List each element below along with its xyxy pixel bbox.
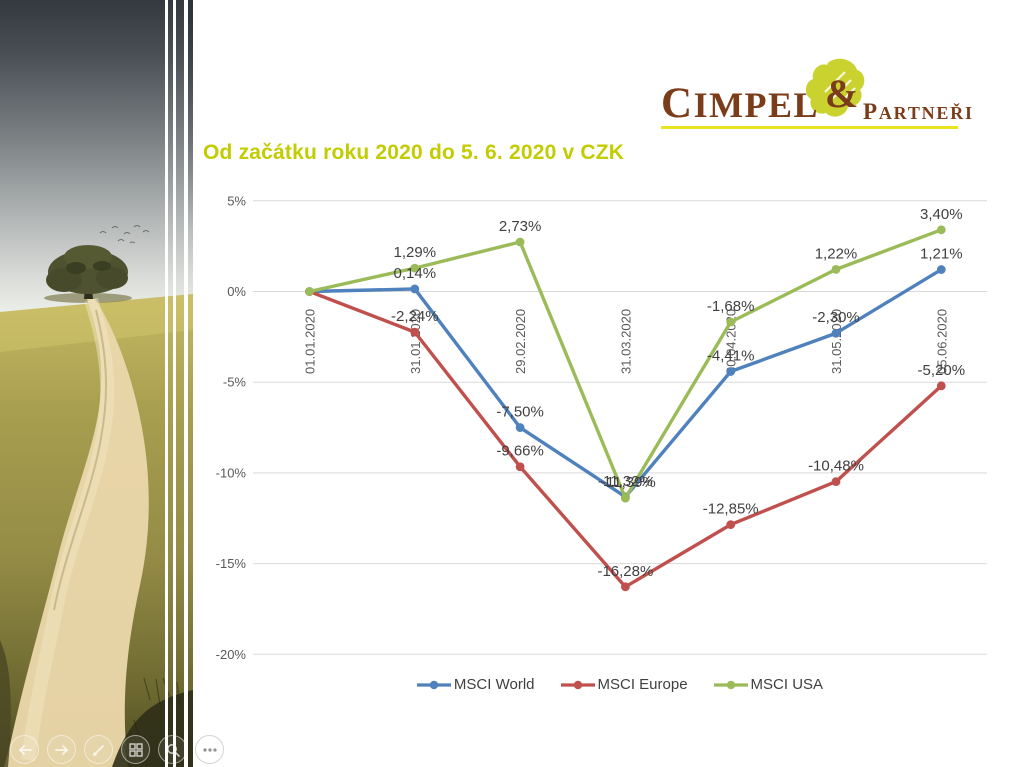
data-point-msci-world bbox=[726, 367, 736, 376]
data-point-msci-europe bbox=[410, 327, 420, 337]
data-point-msci-europe bbox=[621, 582, 630, 592]
data-label: 1,21% bbox=[920, 246, 963, 263]
x-axis-label: 29.02.2020 bbox=[513, 309, 528, 374]
background-photo bbox=[0, 0, 193, 767]
data-label: -9,66% bbox=[496, 443, 544, 460]
data-point-msci-usa bbox=[831, 264, 841, 274]
chart-legend: MSCI World MSCI Europe MSCI USA bbox=[253, 676, 987, 693]
data-label: 0,14% bbox=[394, 265, 437, 282]
data-label: -7,50% bbox=[496, 404, 544, 421]
data-label: -10,48% bbox=[808, 458, 864, 475]
data-label: -1,68% bbox=[707, 298, 755, 315]
y-axis-tick-label: 5% bbox=[227, 193, 246, 208]
edge-vignette bbox=[186, 0, 193, 230]
logo-underline bbox=[661, 126, 958, 129]
data-point-msci-europe bbox=[515, 462, 525, 472]
data-label: 1,29% bbox=[394, 244, 437, 261]
data-label: -16,28% bbox=[597, 563, 653, 580]
data-point-msci-usa bbox=[305, 287, 314, 296]
y-axis-tick-label: 0% bbox=[227, 284, 246, 299]
legend-item: MSCI Europe bbox=[560, 676, 688, 693]
pen-icon bbox=[92, 744, 104, 756]
data-label: 2,73% bbox=[499, 218, 542, 235]
data-label: -4,41% bbox=[707, 347, 755, 364]
data-point-msci-usa bbox=[726, 317, 736, 327]
magnifier-icon bbox=[166, 743, 180, 757]
data-point-msci-usa bbox=[621, 493, 630, 503]
previous-slide-button[interactable] bbox=[10, 735, 39, 764]
y-axis-tick-label: -10% bbox=[216, 465, 247, 480]
logo-secondary-text: PARTNEŘI bbox=[863, 99, 974, 124]
ellipsis-icon bbox=[202, 747, 217, 752]
data-label: 1,22% bbox=[815, 245, 858, 262]
legend-marker bbox=[416, 680, 451, 689]
left-arrow-icon bbox=[18, 744, 32, 755]
grass-corner bbox=[0, 640, 11, 767]
company-logo: CIMPEL & PARTNEŘI bbox=[655, 58, 972, 136]
more-options-button[interactable] bbox=[195, 735, 224, 764]
pen-tools-button[interactable] bbox=[84, 735, 113, 764]
x-axis-label: 01.01.2020 bbox=[303, 309, 318, 374]
data-point-msci-europe bbox=[831, 477, 841, 487]
y-axis-tick-label: -5% bbox=[223, 375, 247, 390]
legend-label: MSCI Europe bbox=[597, 676, 688, 693]
x-axis-label: 05.06.2020 bbox=[934, 309, 949, 374]
slide-title: Od začátku roku 2020 do 5. 6. 2020 v CZK bbox=[203, 141, 625, 164]
data-point-msci-world bbox=[410, 284, 420, 294]
legend-marker bbox=[713, 680, 748, 689]
data-label: -12,85% bbox=[703, 501, 759, 518]
tree bbox=[46, 245, 128, 299]
legend-item: MSCI USA bbox=[713, 676, 824, 693]
data-point-msci-usa bbox=[936, 225, 946, 235]
y-axis-tick-label: -20% bbox=[216, 647, 247, 662]
data-point-msci-europe bbox=[726, 520, 736, 529]
slide-grid-icon bbox=[128, 742, 143, 757]
data-point-msci-usa bbox=[410, 263, 420, 273]
birds bbox=[99, 225, 150, 244]
data-point-msci-world bbox=[936, 265, 946, 274]
data-point-msci-world bbox=[515, 423, 525, 432]
see-all-slides-button[interactable] bbox=[121, 735, 150, 764]
y-axis-tick-label: -15% bbox=[216, 556, 247, 571]
data-point-msci-europe bbox=[936, 381, 946, 391]
legend-marker bbox=[560, 680, 595, 689]
wheel-track bbox=[53, 309, 107, 611]
data-point-msci-world bbox=[831, 328, 841, 338]
leaf-icon bbox=[805, 58, 865, 125]
logo-primary-text: CIMPEL bbox=[661, 80, 820, 127]
data-point-msci-usa bbox=[515, 237, 525, 247]
data-label: -2,24% bbox=[391, 308, 439, 325]
x-axis-label: 31.05.2020 bbox=[829, 309, 844, 374]
data-label: 3,40% bbox=[920, 206, 963, 223]
x-axis-label: 31.03.2020 bbox=[618, 309, 633, 374]
data-label: -2,30% bbox=[812, 309, 860, 326]
photo-scene bbox=[0, 0, 193, 767]
logo-ampersand: & bbox=[825, 71, 859, 116]
data-label: -11,39% bbox=[601, 474, 656, 491]
next-slide-button[interactable] bbox=[47, 735, 76, 764]
legend-label: MSCI World bbox=[453, 676, 535, 693]
zoom-slide-button[interactable] bbox=[158, 735, 187, 764]
right-arrow-icon bbox=[54, 744, 68, 755]
data-label: -5,20% bbox=[918, 362, 966, 379]
legend-label: MSCI USA bbox=[750, 676, 824, 693]
data-label: -11,32% bbox=[598, 473, 653, 490]
decorative-stripe bbox=[184, 0, 188, 767]
decorative-stripe bbox=[173, 0, 176, 767]
decorative-stripe bbox=[165, 0, 168, 767]
legend-item: MSCI World bbox=[416, 676, 535, 693]
x-axis-label: 31.01.2020 bbox=[408, 309, 423, 374]
